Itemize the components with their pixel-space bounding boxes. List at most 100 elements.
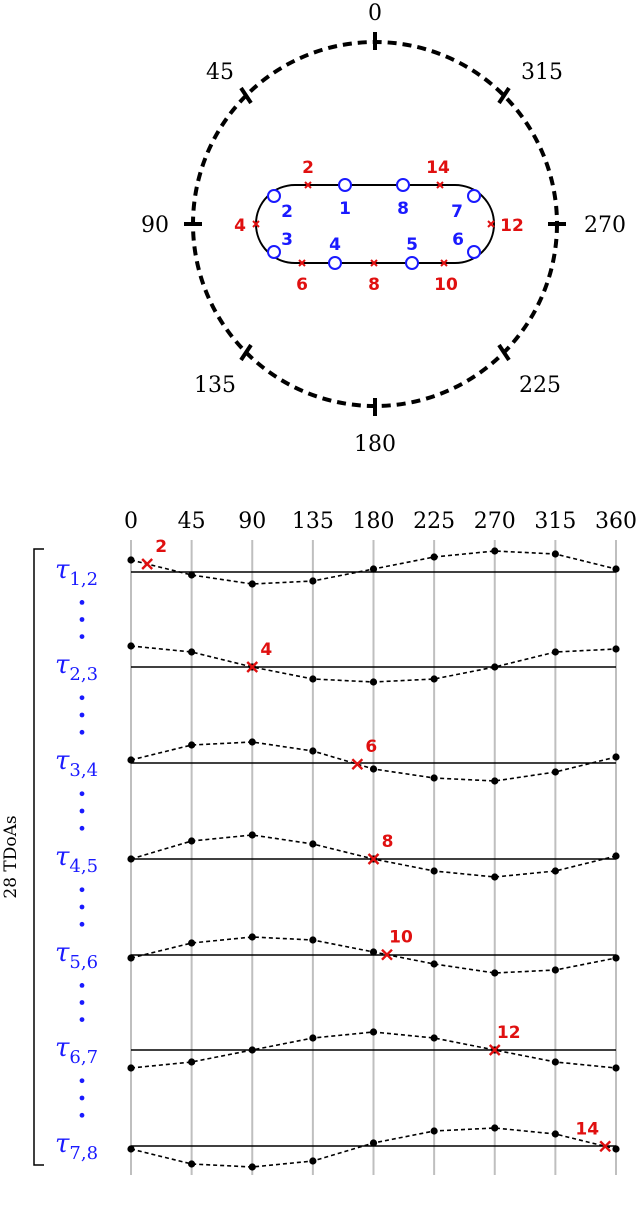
tdoa-point-1,2-45	[188, 571, 196, 579]
x-tick-label-315: 315	[534, 509, 576, 534]
crossing-10-label: 10	[389, 928, 413, 948]
tdoa-point-3,4-315	[551, 768, 559, 776]
tau-label-2,3: τ2,3	[55, 650, 98, 685]
mic-1-label: 1	[339, 199, 351, 219]
x-tick-label-225: 225	[413, 509, 455, 534]
mic-5-label: 5	[406, 235, 418, 255]
tdoa-point-2,3-225	[430, 675, 438, 683]
ellipsis-dot-2,3-1	[79, 712, 85, 718]
tdoa-point-5,6-0	[127, 954, 135, 962]
tdoa-point-2,3-270	[491, 663, 499, 671]
angle-label-315: 315	[521, 60, 563, 85]
tdoa-point-7,8-270	[491, 1124, 499, 1132]
tau-label-5,6: τ5,6	[55, 938, 98, 973]
ellipsis-dot-4,5-1	[79, 904, 85, 910]
tdoa-point-7,8-90	[248, 1163, 256, 1171]
tdoa-point-3,4-135	[309, 747, 317, 755]
tau-subscript: 4,5	[69, 856, 98, 877]
tdoa-bracket	[33, 548, 44, 1166]
tdoa-point-4,5-45	[188, 837, 196, 845]
crossing-6-marker	[351, 758, 364, 771]
crossing-4-label: 4	[234, 216, 246, 236]
tdoa-point-5,6-180	[369, 948, 378, 956]
tau-subscript: 6,7	[69, 1047, 98, 1068]
angle-label-90: 90	[141, 213, 169, 238]
tdoa-point-7,8-135	[309, 1157, 317, 1165]
tdoa-point-7,8-315	[551, 1130, 559, 1138]
mic-1-marker	[338, 178, 352, 192]
tdoa-point-1,2-180	[369, 565, 378, 573]
mic-8-label: 8	[397, 199, 409, 219]
tau-symbol: τ	[55, 650, 70, 680]
crossing-12-marker	[488, 1044, 501, 1056]
tau-subscript: 1,2	[69, 569, 98, 590]
tdoa-point-4,5-270	[491, 873, 499, 881]
tdoa-point-3,4-0	[127, 756, 135, 764]
angle-label-180: 180	[354, 432, 396, 457]
ellipsis-dot-5,6-2	[79, 1017, 85, 1022]
crossing-8-label: 8	[382, 832, 394, 852]
crossing-4-label: 4	[260, 640, 272, 660]
angle-label-45: 45	[206, 60, 234, 85]
tdoa-point-3,4-90	[248, 738, 256, 746]
tdoa-point-3,4-180	[369, 765, 378, 773]
mic-3-label: 3	[281, 230, 293, 250]
tau-label-4,5: τ4,5	[55, 842, 98, 877]
tdoa-point-7,8-45	[188, 1160, 196, 1168]
angle-tick-45	[239, 86, 253, 105]
tau-symbol: τ	[55, 746, 70, 776]
tdoa-point-5,6-135	[309, 936, 317, 944]
tdoa-point-4,5-90	[248, 831, 256, 839]
ellipsis-dot-3,4-1	[79, 808, 85, 814]
ellipsis-dot-3,4-0	[79, 791, 85, 797]
crossing-6-label: 6	[296, 275, 308, 295]
tdoa-point-6,7-45	[188, 1058, 196, 1066]
tau-subscript: 3,4	[69, 760, 98, 781]
tdoa-point-6,7-225	[430, 1034, 438, 1042]
tdoa-point-4,5-0	[127, 855, 135, 863]
tdoa-point-1,2-90	[248, 580, 256, 588]
ellipsis-dot-6,7-2	[79, 1112, 85, 1118]
crossing-2-label: 2	[155, 537, 167, 557]
tdoa-point-4,5-135	[309, 840, 317, 848]
crossing-4-marker	[252, 220, 260, 228]
tdoa-point-6,7-360	[612, 1064, 620, 1072]
tdoa-point-4,5-360	[612, 852, 620, 860]
tdoa-point-1,2-0	[127, 556, 135, 564]
angle-tick-135	[239, 343, 253, 362]
tdoa-point-3,4-225	[430, 774, 438, 782]
tdoa-point-1,2-225	[430, 553, 438, 561]
mic-6-marker	[467, 245, 481, 259]
ellipsis-dot-5,6-1	[79, 1000, 85, 1005]
tdoa-point-1,2-270	[491, 547, 499, 555]
crossing-2-label: 2	[302, 158, 314, 178]
crossing-8-label: 8	[368, 275, 380, 295]
tdoa-point-1,2-315	[551, 550, 559, 558]
mic-4-marker	[328, 256, 342, 270]
crossing-8-marker	[367, 853, 380, 865]
ellipsis-dot-4,5-0	[79, 887, 85, 893]
bracket-label: 28 TDoAs	[1, 815, 21, 898]
angle-label-225: 225	[519, 373, 561, 398]
tau-subscript: 2,3	[69, 664, 98, 685]
ellipsis-dot-5,6-0	[79, 983, 85, 988]
mic-7-marker	[467, 189, 481, 203]
tdoa-point-6,7-315	[551, 1058, 559, 1066]
tdoa-point-3,4-45	[188, 741, 196, 749]
tdoa-point-6,7-0	[127, 1064, 135, 1072]
tau-subscript: 5,6	[69, 952, 98, 973]
crossing-12-label: 12	[500, 216, 524, 236]
x-tick-label-360: 360	[595, 509, 637, 534]
polar-array-diagram: 0 45 90 135 180 225 270 315 1 2 3 4 5 6 …	[141, 1, 626, 457]
mic-6-label: 6	[452, 230, 464, 250]
crossing-4-marker	[246, 661, 259, 673]
crossing-10-marker	[440, 259, 448, 267]
tdoa-point-2,3-135	[309, 675, 317, 683]
crossing-10-label: 10	[434, 275, 458, 295]
tau-symbol: τ	[55, 1033, 70, 1063]
ellipsis-dot-6,7-0	[79, 1078, 85, 1084]
mic-5-marker	[405, 256, 419, 270]
crossing-14-marker	[599, 1140, 612, 1153]
ellipsis-dot-2,3-2	[79, 729, 85, 735]
tdoa-point-6,7-90	[248, 1046, 256, 1054]
